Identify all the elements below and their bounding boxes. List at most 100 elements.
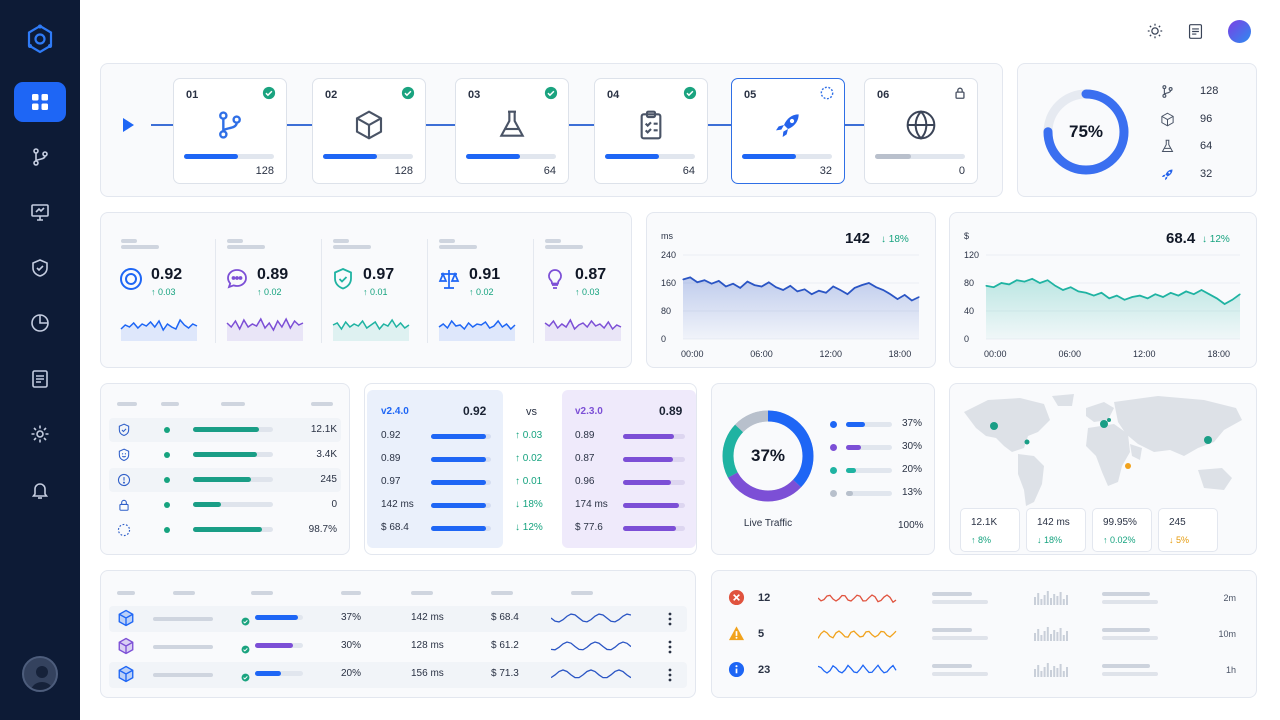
legend-dot — [830, 490, 837, 497]
chart-value: 68.4 — [1166, 230, 1196, 247]
deploy-sparkline — [551, 613, 631, 623]
data-point — [1147, 297, 1149, 299]
summary-value: 64 — [1200, 140, 1213, 152]
cost-chart: $68.4 ↓ 12% 120 80 40 0 00:00 06:00 12:00 18:00 — [964, 230, 1241, 359]
y-tick-label: 240 — [661, 250, 676, 260]
play-icon[interactable] — [121, 117, 135, 133]
status-dot — [164, 452, 170, 458]
sun-icon[interactable] — [1144, 20, 1166, 42]
pie-slice — [722, 410, 814, 502]
alert-histogram — [1034, 591, 1068, 605]
right-row-value: 0.89 — [575, 430, 595, 441]
x-tick-label: 18:00 — [1208, 349, 1231, 359]
sidebar-item-documents[interactable] — [14, 359, 66, 399]
bulb-icon — [543, 267, 567, 291]
sidebar-item-notifications[interactable] — [14, 470, 66, 510]
bell-icon — [31, 483, 49, 499]
sidebar-item-branches[interactable] — [14, 137, 66, 177]
shield-icon — [331, 267, 355, 291]
pipeline-stage[interactable]: 01 128 — [173, 78, 287, 184]
sidebar-item-reports[interactable] — [14, 303, 66, 343]
left-score: 0.92 — [463, 404, 487, 418]
data-point — [1185, 290, 1187, 292]
map-stat: 142 ms ↓ 18% — [1026, 508, 1086, 552]
pipeline-stage[interactable]: 06 0 — [864, 78, 978, 184]
alert-count: 23 — [758, 664, 771, 676]
data-point — [1108, 297, 1110, 299]
stage-number: 06 — [877, 89, 890, 101]
map-stat-delta: ↓ 5% — [1169, 535, 1190, 545]
deploy-latency: 156 ms — [411, 668, 444, 679]
traffic-total: 100% — [898, 520, 924, 531]
data-point — [1070, 286, 1072, 288]
compare-right-panel — [562, 390, 696, 548]
data-point — [1177, 295, 1179, 297]
area-fill — [986, 278, 1240, 339]
stage-progress-bar — [875, 154, 965, 159]
deploy-bar — [255, 643, 303, 648]
world-map — [964, 394, 1242, 506]
map-marker-teal — [1107, 418, 1111, 422]
metric-sparkline — [332, 318, 410, 341]
pipeline-stage[interactable]: 02 128 — [312, 78, 426, 184]
alert-count: 5 — [758, 628, 765, 640]
stage-progress-bar — [605, 154, 695, 159]
data-point — [839, 289, 841, 291]
x-tick-label: 00:00 — [984, 349, 1007, 359]
data-point — [1116, 295, 1118, 297]
map-stat-delta: ↑ 8% — [971, 535, 992, 545]
pipeline-stage[interactable]: 05 32 — [731, 78, 845, 184]
sidebar-item-monitor[interactable] — [14, 192, 66, 232]
avatar[interactable] — [22, 656, 58, 692]
metric-value: 0.97 — [363, 266, 395, 283]
metric-delta: ↑ 0.02 — [257, 287, 282, 297]
left-row-value: $ 68.4 — [381, 522, 409, 533]
kebab-icon[interactable] — [667, 611, 673, 626]
data-point — [1216, 297, 1218, 299]
pipeline-stage[interactable]: 03 64 — [455, 78, 569, 184]
y-tick-label: 120 — [964, 250, 979, 260]
check-icon — [683, 86, 697, 100]
y-tick-label: 0 — [964, 334, 969, 344]
status-value: 245 — [320, 474, 337, 485]
data-point — [1239, 293, 1241, 295]
cube-icon — [117, 637, 135, 655]
target-icon — [119, 267, 143, 291]
traffic-card: 37% Live Traffic 100% 37% 30% 20% 13% — [711, 383, 935, 555]
status-list-card: 12.1K 3.4K 245 0 98.7% — [100, 383, 350, 555]
profile-avatar[interactable] — [1228, 20, 1251, 43]
data-point — [875, 286, 877, 288]
stage-number: 02 — [325, 89, 338, 101]
stage-number: 03 — [468, 89, 481, 101]
error-icon — [728, 589, 745, 606]
pipeline-stage[interactable]: 04 64 — [594, 78, 708, 184]
cost-chart-card: $68.4 ↓ 12% 120 80 40 0 00:00 06:00 12:00 18:00 — [949, 212, 1257, 368]
sidebar-item-settings[interactable] — [14, 414, 66, 454]
data-point — [782, 289, 784, 291]
stage-count: 128 — [255, 165, 274, 177]
traffic-center-value: 37% — [750, 446, 786, 465]
notes-icon[interactable] — [1184, 20, 1206, 42]
deploy-sparkline — [551, 641, 631, 651]
kebab-icon[interactable] — [667, 639, 673, 654]
data-point — [1162, 296, 1164, 298]
map-stat: 245 ↓ 5% — [1158, 508, 1218, 552]
left-row-bar — [431, 526, 491, 531]
kebab-icon[interactable] — [667, 667, 673, 682]
stage-count: 128 — [394, 165, 413, 177]
deploy-bar — [255, 671, 303, 676]
chart-unit: ms — [661, 231, 673, 241]
stage-number: 04 — [607, 89, 620, 101]
data-point — [1039, 282, 1041, 284]
sidebar-item-dashboard[interactable] — [14, 82, 66, 122]
check-icon — [544, 86, 558, 100]
clipboard-icon — [635, 109, 667, 141]
legend-value: 30% — [902, 441, 923, 452]
compare-delta: ↓ 18% — [515, 499, 543, 510]
logo-icon[interactable] — [26, 24, 54, 54]
check-icon — [241, 613, 250, 626]
cube-icon — [117, 665, 135, 683]
box-icon — [1160, 112, 1175, 127]
sidebar-item-security[interactable] — [14, 248, 66, 288]
alerts-card: 12 2m 5 10m 23 1h — [711, 570, 1257, 698]
